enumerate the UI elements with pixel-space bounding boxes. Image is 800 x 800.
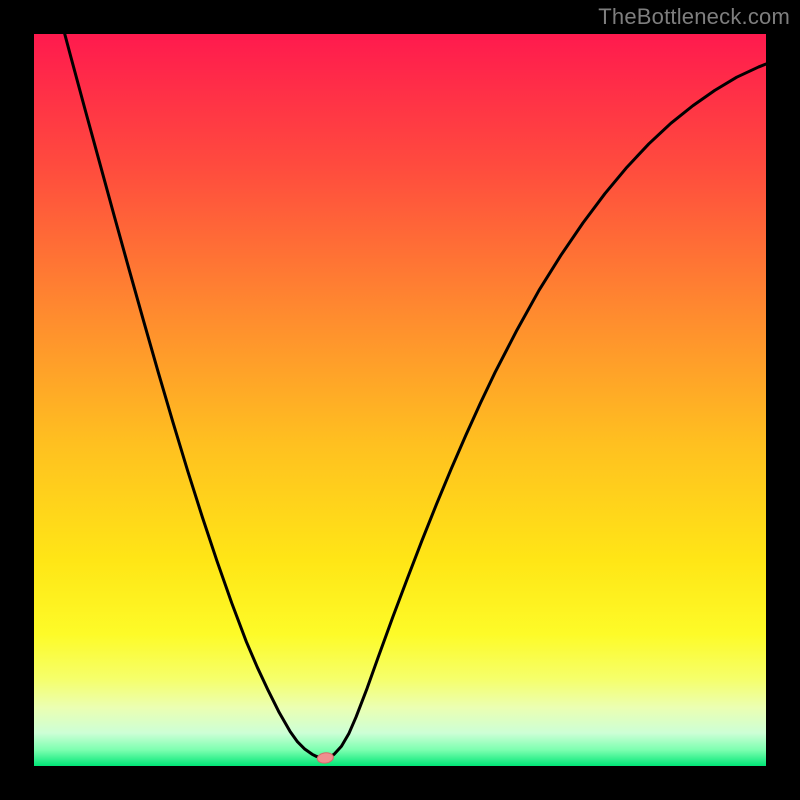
gradient-background [34,34,766,766]
plot-area [34,34,766,766]
watermark-text: TheBottleneck.com [598,4,790,30]
chart-frame: TheBottleneck.com [0,0,800,800]
gradient-plot [34,34,766,766]
